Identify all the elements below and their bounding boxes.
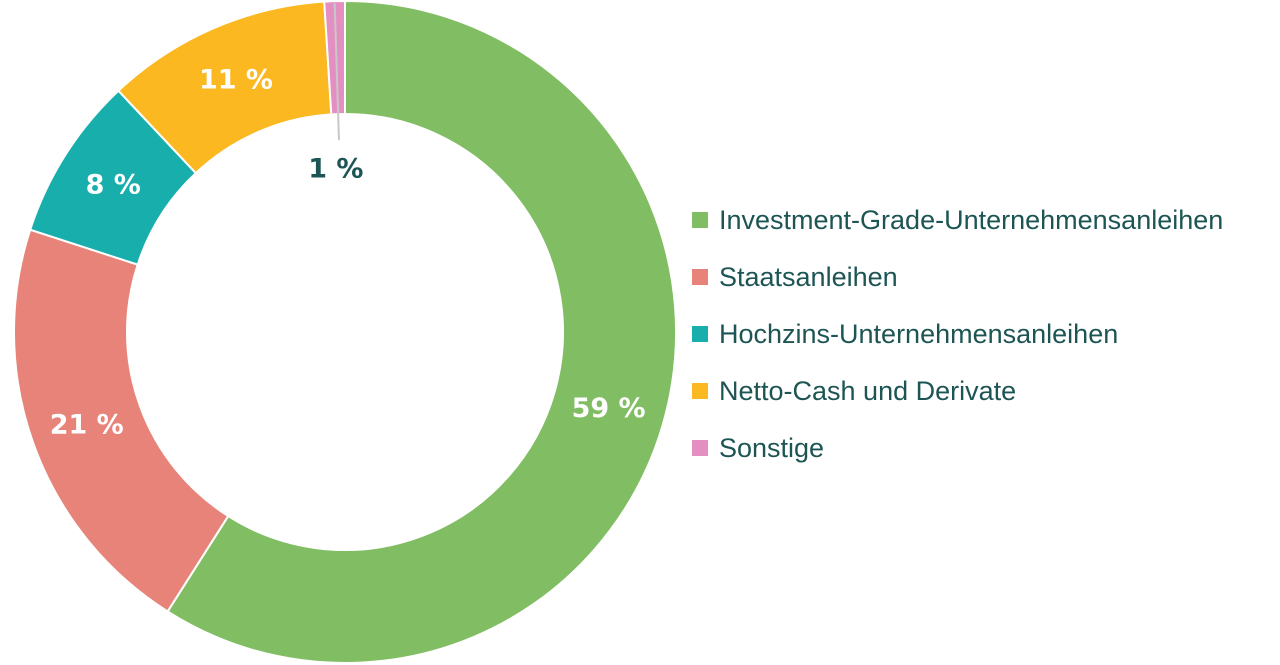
slice-investment-grade-unternehmensanleihen	[166, 0, 677, 664]
legend-swatch	[692, 383, 708, 399]
slice-value-label: 59 %	[572, 393, 646, 424]
slice-value-label: 21 %	[50, 409, 124, 440]
legend-swatch	[692, 326, 708, 342]
leader-line	[333, 3, 340, 141]
slice-value-label: 11 %	[199, 65, 273, 96]
legend-swatch	[692, 212, 708, 228]
legend: Investment-Grade-Unternehmensanleihen Sta…	[692, 205, 1223, 463]
legend-label: Sonstige	[719, 433, 824, 463]
slice-value-label: 1 %	[308, 154, 363, 185]
slice-labels: 59 % 21 % 8 % 11 % 1 %	[50, 3, 646, 440]
legend-swatch	[692, 269, 708, 285]
legend-swatch	[692, 440, 708, 456]
slice-staatsanleihen	[13, 228, 230, 613]
legend-label: Staatsanleihen	[719, 262, 898, 292]
legend-label: Netto-Cash und Derivate	[719, 376, 1016, 406]
slice-value-label: 8 %	[86, 169, 141, 200]
legend-label: Investment-Grade-Unternehmensanleihen	[719, 205, 1223, 235]
legend-label: Hochzins-Unternehmensanleihen	[719, 319, 1118, 349]
slice-sonstige	[323, 0, 346, 116]
donut-slices	[13, 0, 677, 664]
